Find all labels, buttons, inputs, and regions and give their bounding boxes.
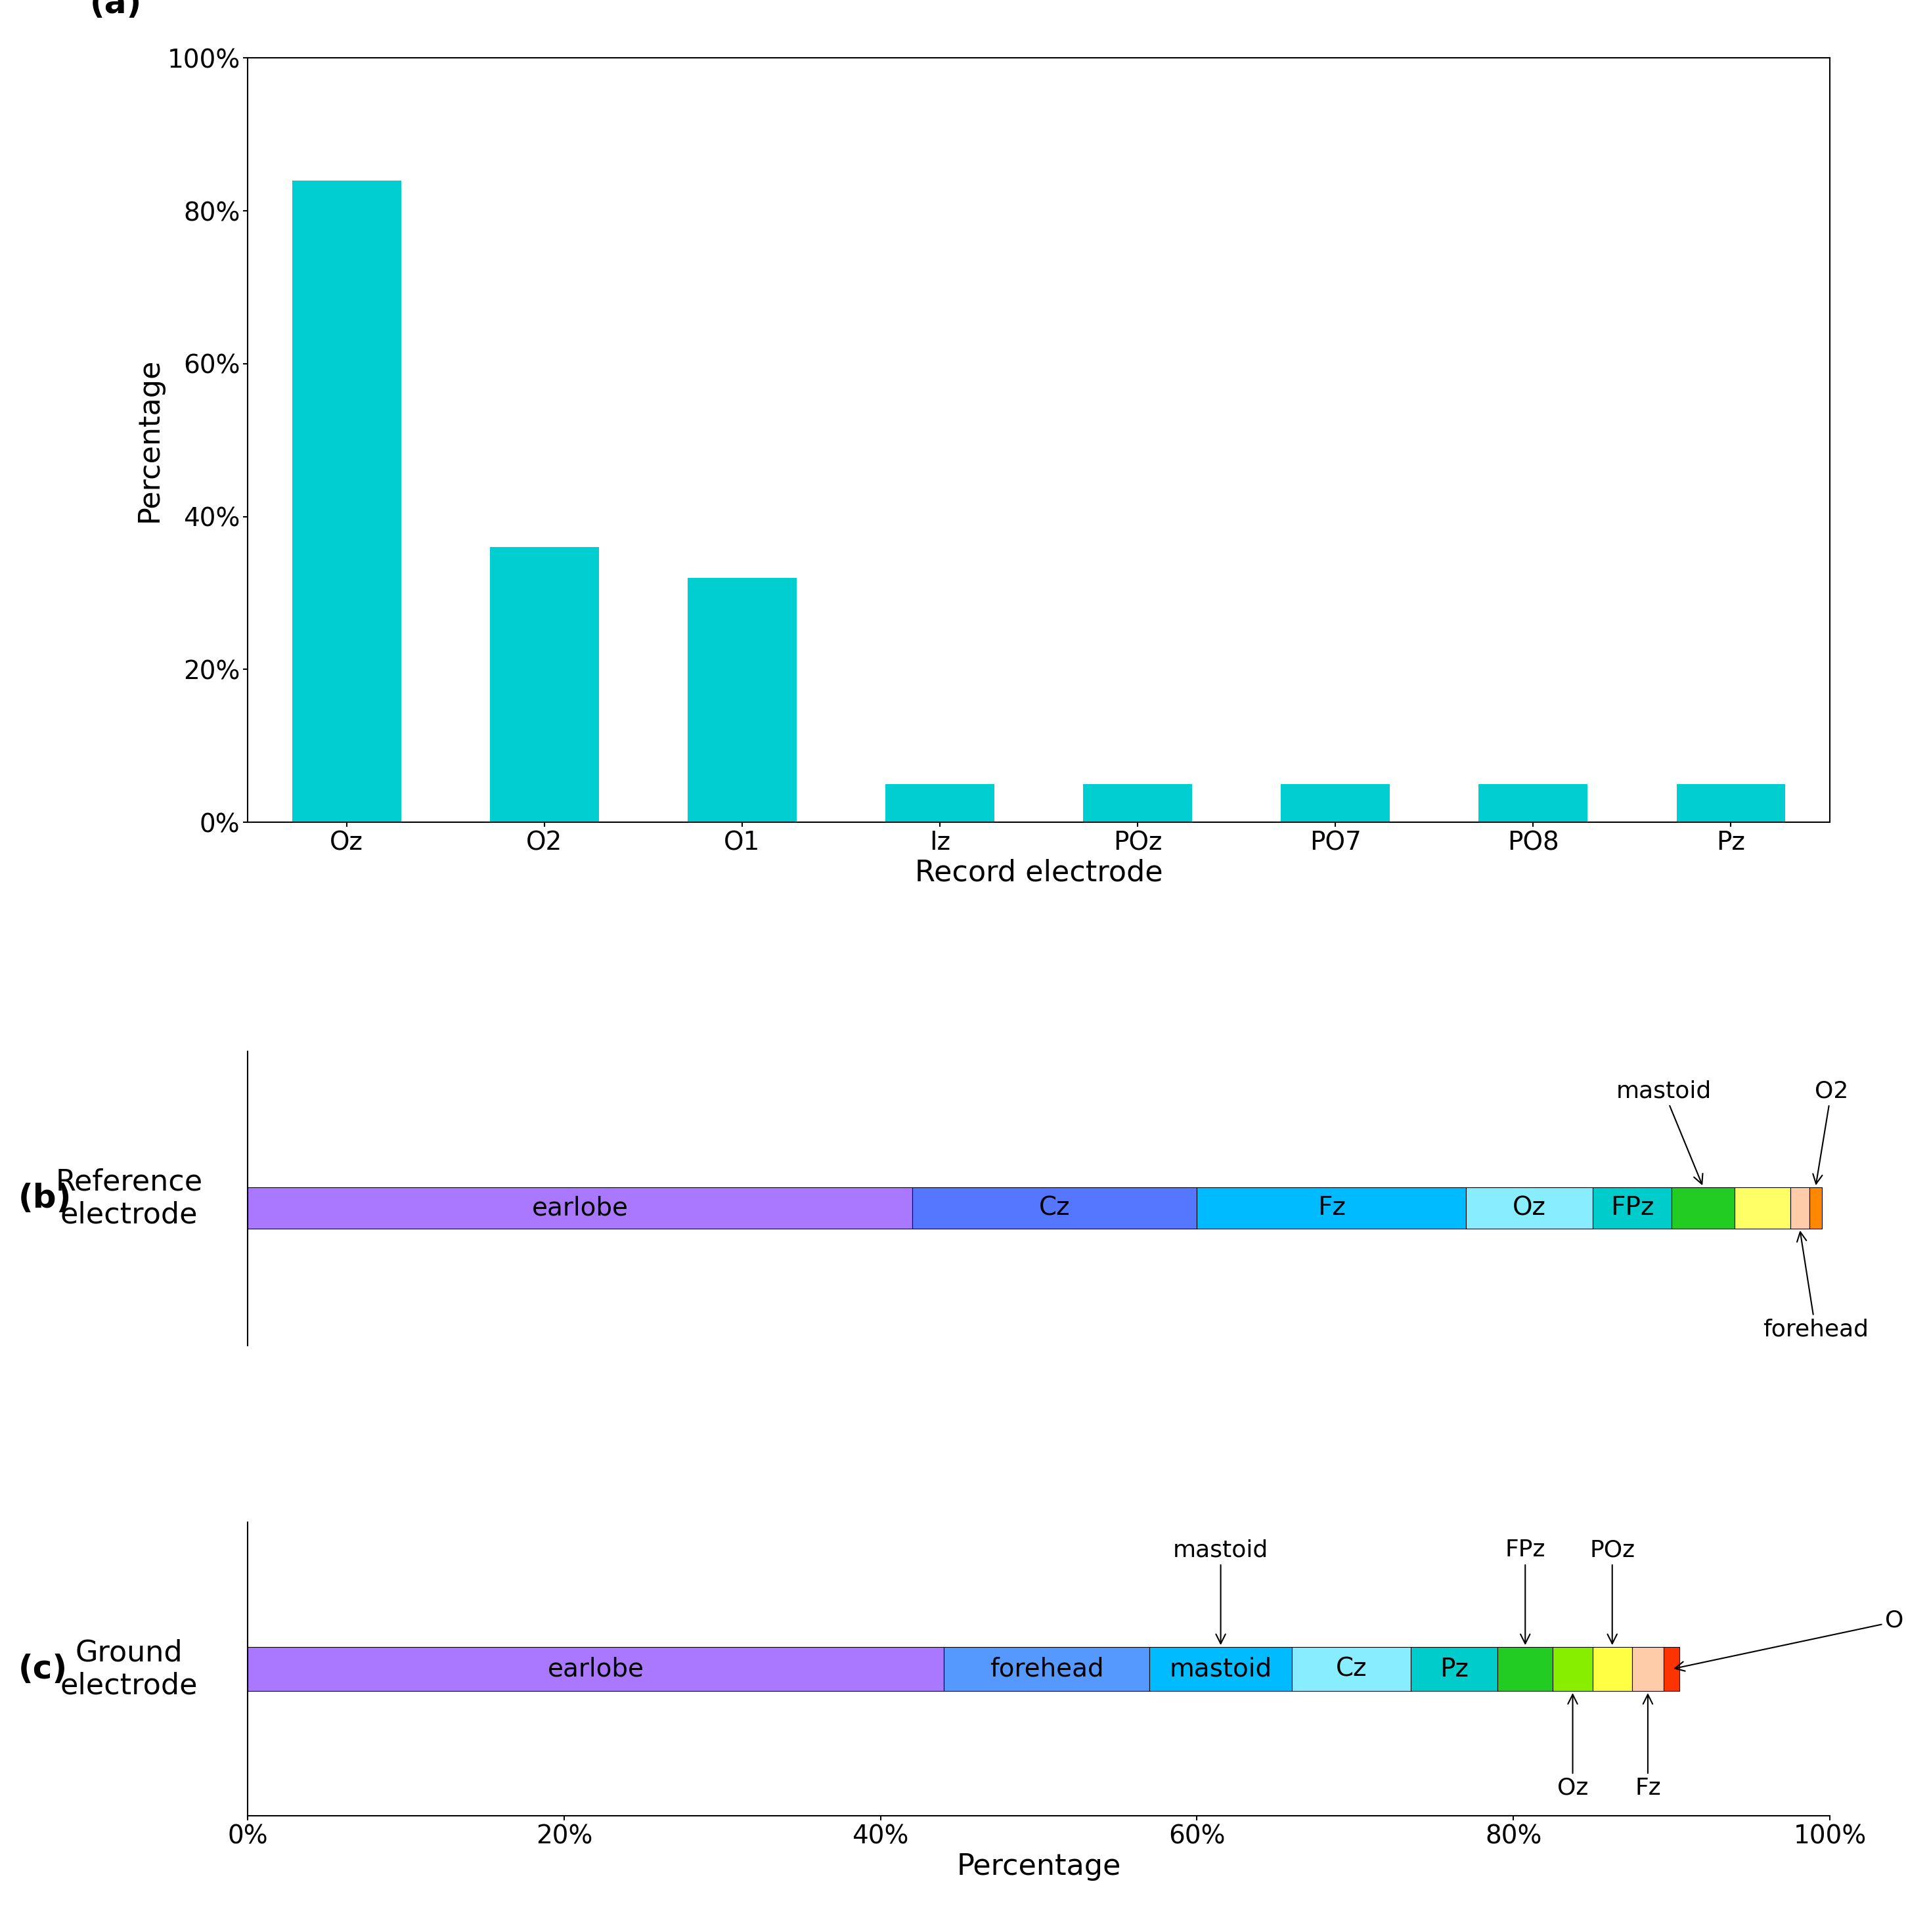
Bar [943, 1646, 1149, 1690]
Y-axis label: Reference
electrode: Reference electrode [55, 1169, 202, 1229]
Text: Fz: Fz [1317, 1196, 1346, 1221]
Bar [490, 547, 598, 823]
Text: forehead: forehead [1763, 1233, 1868, 1341]
Text: (b): (b) [19, 1182, 72, 1215]
Text: Pz: Pz [1439, 1656, 1468, 1681]
Text: FPz: FPz [1611, 1196, 1654, 1221]
Bar [1809, 1186, 1822, 1229]
Text: O2: O2 [1813, 1080, 1849, 1184]
Bar [886, 784, 995, 823]
Text: earlobe: earlobe [547, 1656, 644, 1681]
Bar [1553, 1646, 1593, 1690]
Text: forehead: forehead [989, 1656, 1104, 1681]
Text: FPz: FPz [1506, 1540, 1546, 1644]
Bar [1790, 1186, 1809, 1229]
Text: mastoid: mastoid [1172, 1540, 1267, 1644]
Bar [1466, 1186, 1592, 1229]
Text: (a): (a) [90, 0, 141, 19]
Bar [1479, 784, 1588, 823]
Bar [1734, 1186, 1790, 1229]
Bar [248, 1186, 913, 1229]
Text: earlobe: earlobe [532, 1196, 629, 1221]
Bar [1677, 784, 1786, 823]
Bar [1664, 1646, 1679, 1690]
Bar [1149, 1646, 1292, 1690]
Bar [1498, 1646, 1553, 1690]
Bar [248, 1646, 943, 1690]
Bar [1197, 1186, 1466, 1229]
Bar [1281, 784, 1389, 823]
Bar [1410, 1646, 1498, 1690]
Bar [292, 180, 400, 823]
Bar [1593, 1186, 1672, 1229]
Bar [1083, 784, 1191, 823]
Y-axis label: Ground
electrode: Ground electrode [61, 1638, 198, 1700]
Text: POz: POz [1590, 1540, 1635, 1644]
Bar [1593, 1646, 1632, 1690]
Bar [1672, 1186, 1734, 1229]
Y-axis label: Percentage: Percentage [135, 357, 164, 522]
Bar [913, 1186, 1197, 1229]
Bar [688, 578, 797, 823]
Text: mastoid: mastoid [1616, 1080, 1712, 1184]
X-axis label: Record electrode: Record electrode [915, 858, 1163, 887]
Bar [1632, 1646, 1664, 1690]
Text: Fz: Fz [1635, 1694, 1660, 1799]
Text: mastoid: mastoid [1170, 1656, 1271, 1681]
Bar [1292, 1646, 1410, 1690]
Text: Cz: Cz [1039, 1196, 1069, 1221]
Text: Oz: Oz [1557, 1694, 1588, 1799]
Text: Oz: Oz [1513, 1196, 1546, 1221]
Text: Cz: Cz [1336, 1656, 1367, 1681]
X-axis label: Percentage: Percentage [957, 1853, 1121, 1880]
Text: (c): (c) [19, 1654, 69, 1685]
Text: O1: O1 [1675, 1609, 1906, 1671]
